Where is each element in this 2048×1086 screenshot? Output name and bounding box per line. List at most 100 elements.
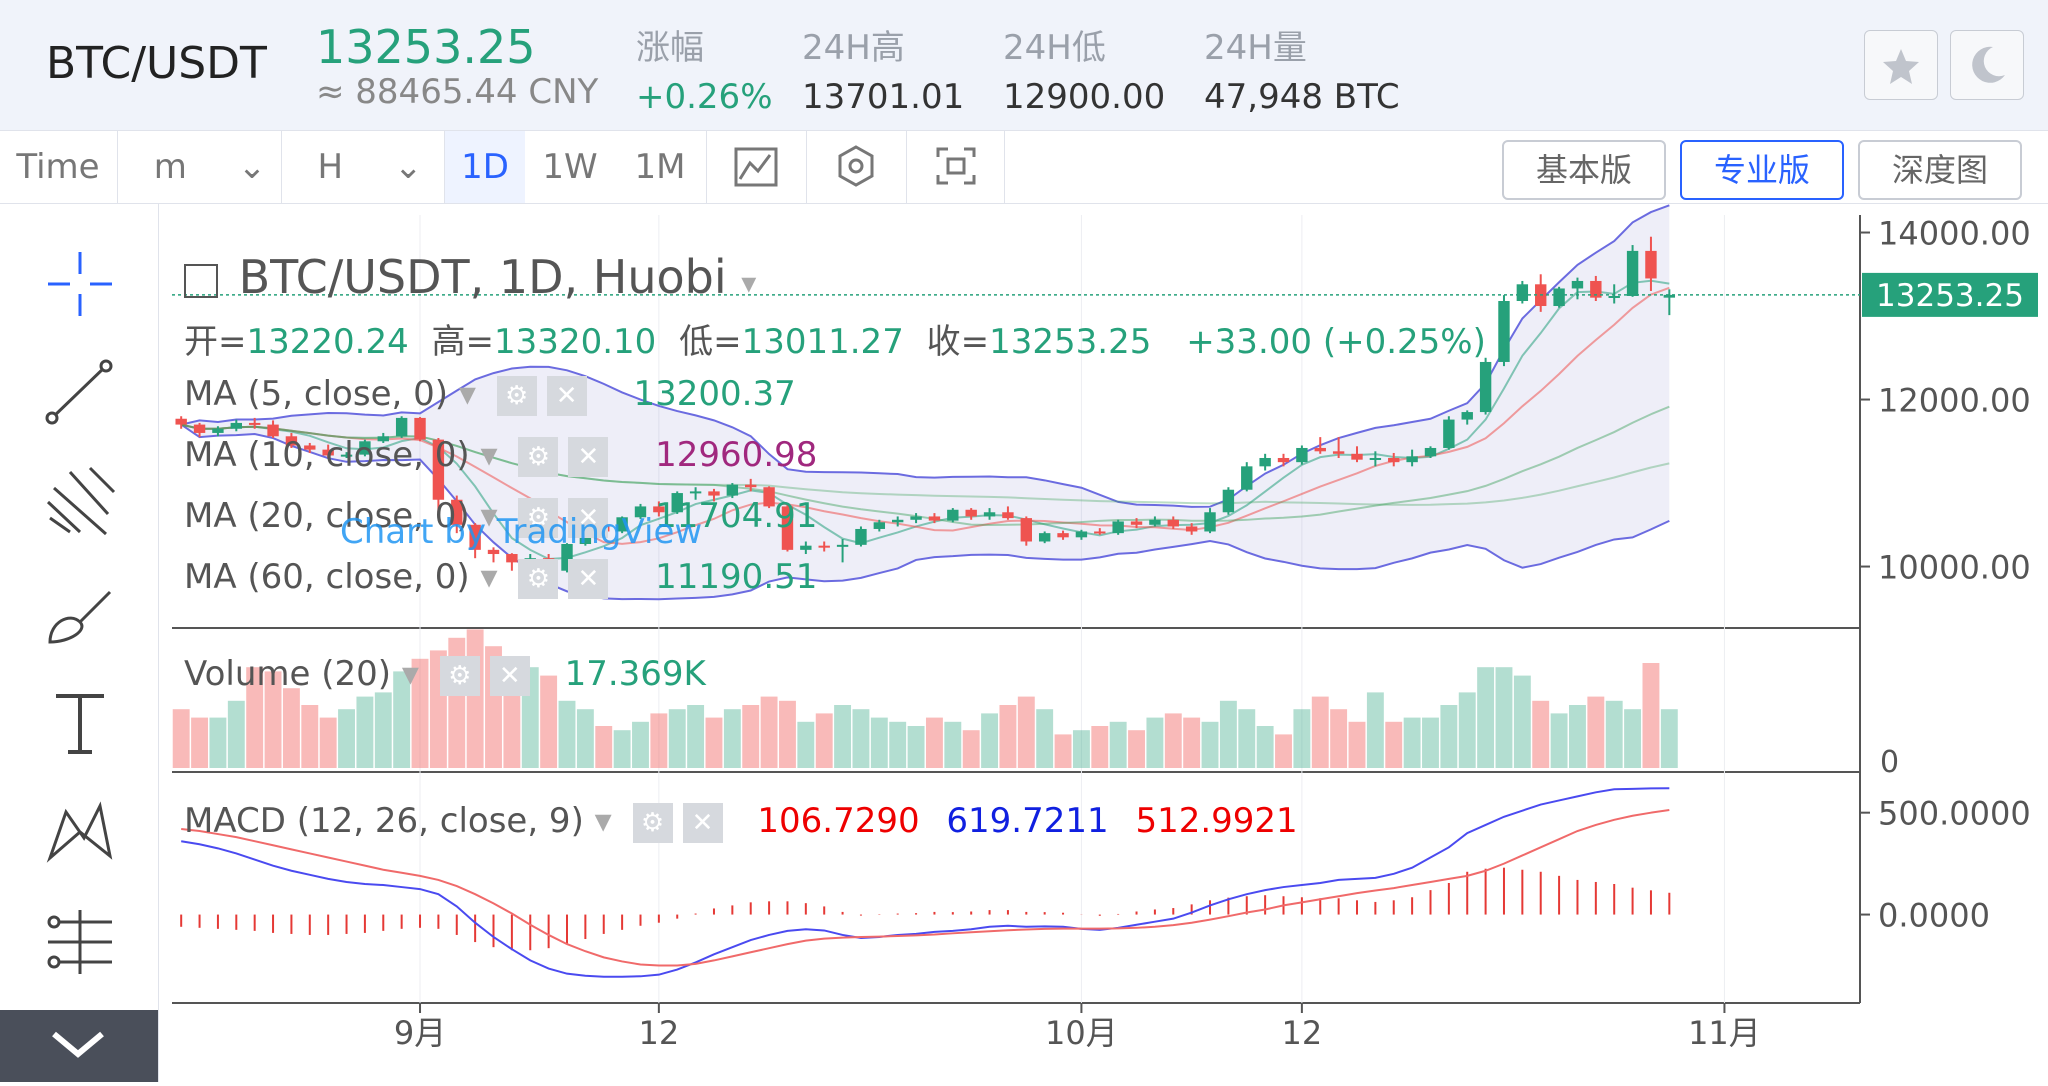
close-icon[interactable]: ✕ [546,375,587,416]
volume-bar [1403,717,1421,768]
last-price-marker [1862,272,2038,317]
chevron-down-icon: ⌄ [237,147,267,187]
macd-legend[interactable]: MACD (12, 26, close, 9) ▾ ⚙ ✕ 106.7290 61… [184,801,1298,843]
symbol-legend[interactable]: BTC/USDT, 1D, Huobi ▾ [184,250,756,304]
gear-icon[interactable]: ⚙ [632,802,673,843]
volume-bar [191,717,209,768]
chart-type-button[interactable] [708,131,804,203]
gear-icon[interactable]: ⚙ [496,375,537,416]
favorite-button[interactable] [1864,30,1938,100]
bollinger-upper [180,204,1670,508]
ma20-legend[interactable]: MA (20, close, 0) ▾ ⚙ ✕ 11704.91 [184,496,818,538]
interval-1m[interactable]: 1M [634,147,686,187]
minute-selector[interactable]: m ⌄ [140,131,280,203]
stat-change: 涨幅 +0.26% [636,28,773,117]
volume-bar [925,717,943,768]
volume-bar [1569,705,1586,768]
volume-bar [613,730,631,768]
theme-toggle-button[interactable] [1950,30,2024,100]
candle-body [248,422,261,425]
volume-bar [1385,721,1403,768]
volume-bar [779,700,796,768]
volume-tick-label: 0 [1880,745,1899,780]
candle-body [193,424,206,433]
volume-bar [540,675,558,768]
collapse-toolbar-button[interactable] [0,1010,158,1082]
volume-bar [834,705,852,768]
hour-selector[interactable]: H ⌄ [300,131,440,203]
candle-body [708,491,720,496]
candle-body [285,436,298,446]
candle-body [947,509,959,521]
volume-bar [1513,675,1531,768]
volume-bars [172,629,1678,768]
measure-icon[interactable] [40,902,120,982]
crosshair-icon[interactable] [40,244,120,324]
volume-bar [1624,709,1642,768]
ma5-legend[interactable]: MA (5, close, 0) ▾ ⚙ ✕ 13200.37 [184,374,796,416]
mode-depth-button[interactable]: 深度图 [1858,140,2022,200]
volume-legend[interactable]: Volume (20) ▾ ⚙ ✕ 17.369K [184,654,706,696]
candle-body [800,545,812,550]
volume-bar [999,705,1017,768]
candle-body [781,506,794,550]
drawing-toolbar [0,204,159,1082]
candle-body [983,512,996,517]
volume-bar [1422,717,1439,768]
settings-button[interactable] [808,131,904,203]
volume-bar [282,688,300,768]
candle-body [1590,280,1602,298]
chevron-down-icon: ⌄ [393,147,423,187]
close-icon[interactable]: ✕ [568,497,609,538]
candle-body [432,439,445,500]
candle-body [892,519,904,523]
pattern-icon[interactable] [40,792,120,872]
candle-body [1608,295,1620,298]
mode-basic-button[interactable]: 基本版 [1502,140,1666,200]
chart-axes: 14000.00 12000.00 10000.00 0 500.0000 0.0000 9… [172,215,2038,1052]
mode-pro-button[interactable]: 专业版 [1680,140,1844,200]
candle-body [836,544,849,547]
volume-bar [576,709,594,768]
text-tool-icon[interactable] [40,682,120,762]
candle-body [1149,519,1161,525]
close-icon[interactable]: ✕ [489,655,530,696]
macd-tick-label: 0.0000 [1878,897,1990,935]
candle-body [1626,250,1639,296]
price-tick-label: 10000.00 [1878,549,2031,587]
candle-body [726,484,739,496]
moving-average-lines [180,279,1670,561]
volume-bar [1550,713,1568,768]
last-price: 13253.25 [316,20,536,74]
gear-icon[interactable]: ⚙ [518,558,559,599]
candle-body [1130,521,1143,525]
close-icon[interactable]: ✕ [568,436,609,477]
volume-bar [742,705,760,768]
close-icon[interactable]: ✕ [682,802,723,843]
price-tick-label: 12000.00 [1878,382,2031,420]
trend-line-icon[interactable] [40,352,120,432]
volume-bar [595,726,613,768]
candle-body [873,522,886,529]
gear-icon[interactable]: ⚙ [439,655,480,696]
chevron-down-icon: ▾ [741,266,757,301]
volume-bar [1642,663,1660,768]
gear-icon[interactable]: ⚙ [518,436,559,477]
brush-icon[interactable] [40,572,120,652]
screenshot-button[interactable] [908,131,1004,203]
ma60-legend[interactable]: MA (60, close, 0) ▾ ⚙ ✕ 11190.51 [184,557,818,599]
volume-bar [687,705,705,768]
interval-1w[interactable]: 1W [542,147,598,187]
volume-bar [1128,730,1145,768]
collapse-icon[interactable] [184,263,218,298]
candle-body [745,484,757,488]
cny-price: ≈ 88465.44 CNY [316,72,599,112]
gear-icon[interactable]: ⚙ [518,497,559,538]
close-icon[interactable]: ✕ [568,558,609,599]
interval-1d[interactable]: 1D [445,131,525,203]
volume-bar [558,700,576,768]
volume-bar [1440,705,1458,768]
ma10-legend[interactable]: MA (10, close, 0) ▾ ⚙ ✕ 12960.98 [184,435,818,477]
pitchfork-icon[interactable] [40,462,120,542]
